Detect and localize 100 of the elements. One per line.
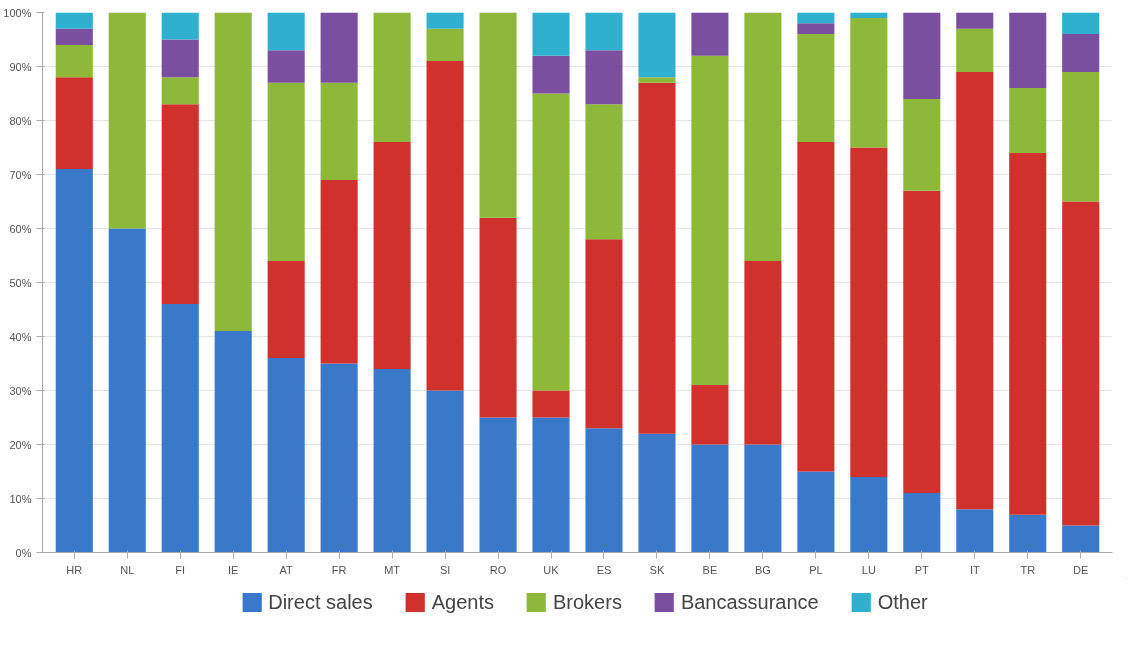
bar: [903, 12, 941, 99]
bar: [55, 44, 93, 78]
bar: [320, 179, 358, 364]
bar: [55, 77, 93, 170]
bar: [1062, 34, 1100, 72]
x-tick-label: PT: [914, 563, 930, 576]
bar: [956, 12, 994, 29]
bar: [161, 12, 199, 40]
x-tick-label: IE: [228, 563, 239, 576]
legend-label: Brokers: [552, 590, 622, 614]
legend-label: Other: [877, 590, 928, 614]
legend-label: Agents: [431, 590, 494, 614]
bar: [638, 433, 676, 553]
x-tick-label: AT: [279, 563, 294, 576]
x-tick-label: DE: [1073, 563, 1089, 576]
bar: [532, 390, 570, 418]
bar: [903, 190, 941, 494]
y-tick-label: 70%: [9, 168, 32, 181]
bar: [691, 12, 729, 56]
bar: [373, 142, 411, 369]
bar: [850, 147, 888, 477]
bar: [108, 228, 146, 553]
x-tick-label: PL: [809, 563, 823, 576]
x-tick-label: RO: [489, 563, 507, 576]
bar: [532, 12, 570, 56]
bar: [585, 12, 623, 51]
bar: [1009, 152, 1047, 515]
x-tick-label: ES: [596, 563, 612, 576]
bar: [55, 169, 93, 553]
bar: [214, 12, 252, 332]
bar: [532, 55, 570, 94]
x-tick-label: BE: [702, 563, 718, 576]
bar: [373, 12, 411, 143]
bar: [744, 12, 782, 261]
y-tick-label: 90%: [9, 60, 32, 73]
x-tick-label: MT: [384, 563, 401, 576]
bar: [267, 260, 305, 359]
bar: [108, 12, 146, 229]
bar: [426, 61, 464, 391]
bar: [1009, 514, 1047, 553]
y-tick-label: 100%: [3, 6, 32, 19]
bar: [585, 428, 623, 553]
bar: [797, 471, 835, 553]
bar: [1009, 12, 1047, 89]
bar: [903, 493, 941, 553]
y-tick-label: 30%: [9, 384, 32, 397]
bar: [850, 17, 888, 148]
bar: [585, 50, 623, 105]
bar: [320, 82, 358, 180]
bar: [1062, 71, 1100, 202]
bar: [161, 304, 199, 553]
bar: [850, 12, 888, 18]
bar: [373, 368, 411, 553]
x-tick-label: FI: [175, 563, 186, 576]
bar: [214, 331, 252, 553]
bar: [585, 239, 623, 429]
legend-label: Bancassurance: [680, 590, 819, 614]
y-tick-label: 60%: [9, 222, 32, 235]
bar: [426, 28, 464, 62]
y-tick-label: 50%: [9, 276, 32, 289]
y-tick-label: 40%: [9, 330, 32, 343]
x-tick-label: UK: [543, 563, 560, 576]
y-tick-label: 0%: [15, 546, 32, 559]
x-tick-label: IT: [969, 563, 980, 576]
bar: [797, 23, 835, 35]
x-tick-label: HR: [66, 563, 83, 576]
x-tick-label: SI: [439, 563, 451, 576]
bar: [161, 39, 199, 78]
bar: [161, 77, 199, 105]
bar: [1009, 88, 1047, 153]
bar: [267, 82, 305, 261]
y-tick-label: 80%: [9, 114, 32, 127]
bar: [956, 71, 994, 510]
legend-label: Direct sales: [268, 590, 373, 614]
bar: [267, 358, 305, 553]
x-tick-label: BG: [754, 563, 771, 576]
bar: [744, 260, 782, 445]
bar: [691, 385, 729, 445]
bar: [479, 217, 517, 418]
bar: [479, 417, 517, 553]
x-tick-label: SK: [649, 563, 665, 576]
bar: [267, 50, 305, 83]
bar: [426, 12, 464, 29]
bar: [55, 12, 93, 29]
bar: [797, 12, 835, 24]
x-tick-label: NL: [120, 563, 135, 576]
bar: [956, 509, 994, 553]
bar: [638, 77, 676, 83]
bar: [691, 444, 729, 553]
y-tick-label: 20%: [9, 438, 32, 451]
bar: [320, 363, 358, 553]
bar: [1062, 12, 1100, 35]
bar: [55, 28, 93, 45]
bar: [585, 104, 623, 240]
bar: [479, 12, 517, 218]
bar: [744, 444, 782, 553]
bar: [320, 12, 358, 83]
bar: [532, 417, 570, 553]
bar: [267, 12, 305, 51]
bar: [638, 82, 676, 434]
